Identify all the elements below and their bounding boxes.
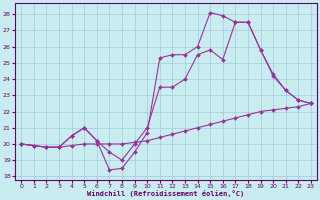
X-axis label: Windchill (Refroidissement éolien,°C): Windchill (Refroidissement éolien,°C) <box>87 190 245 197</box>
